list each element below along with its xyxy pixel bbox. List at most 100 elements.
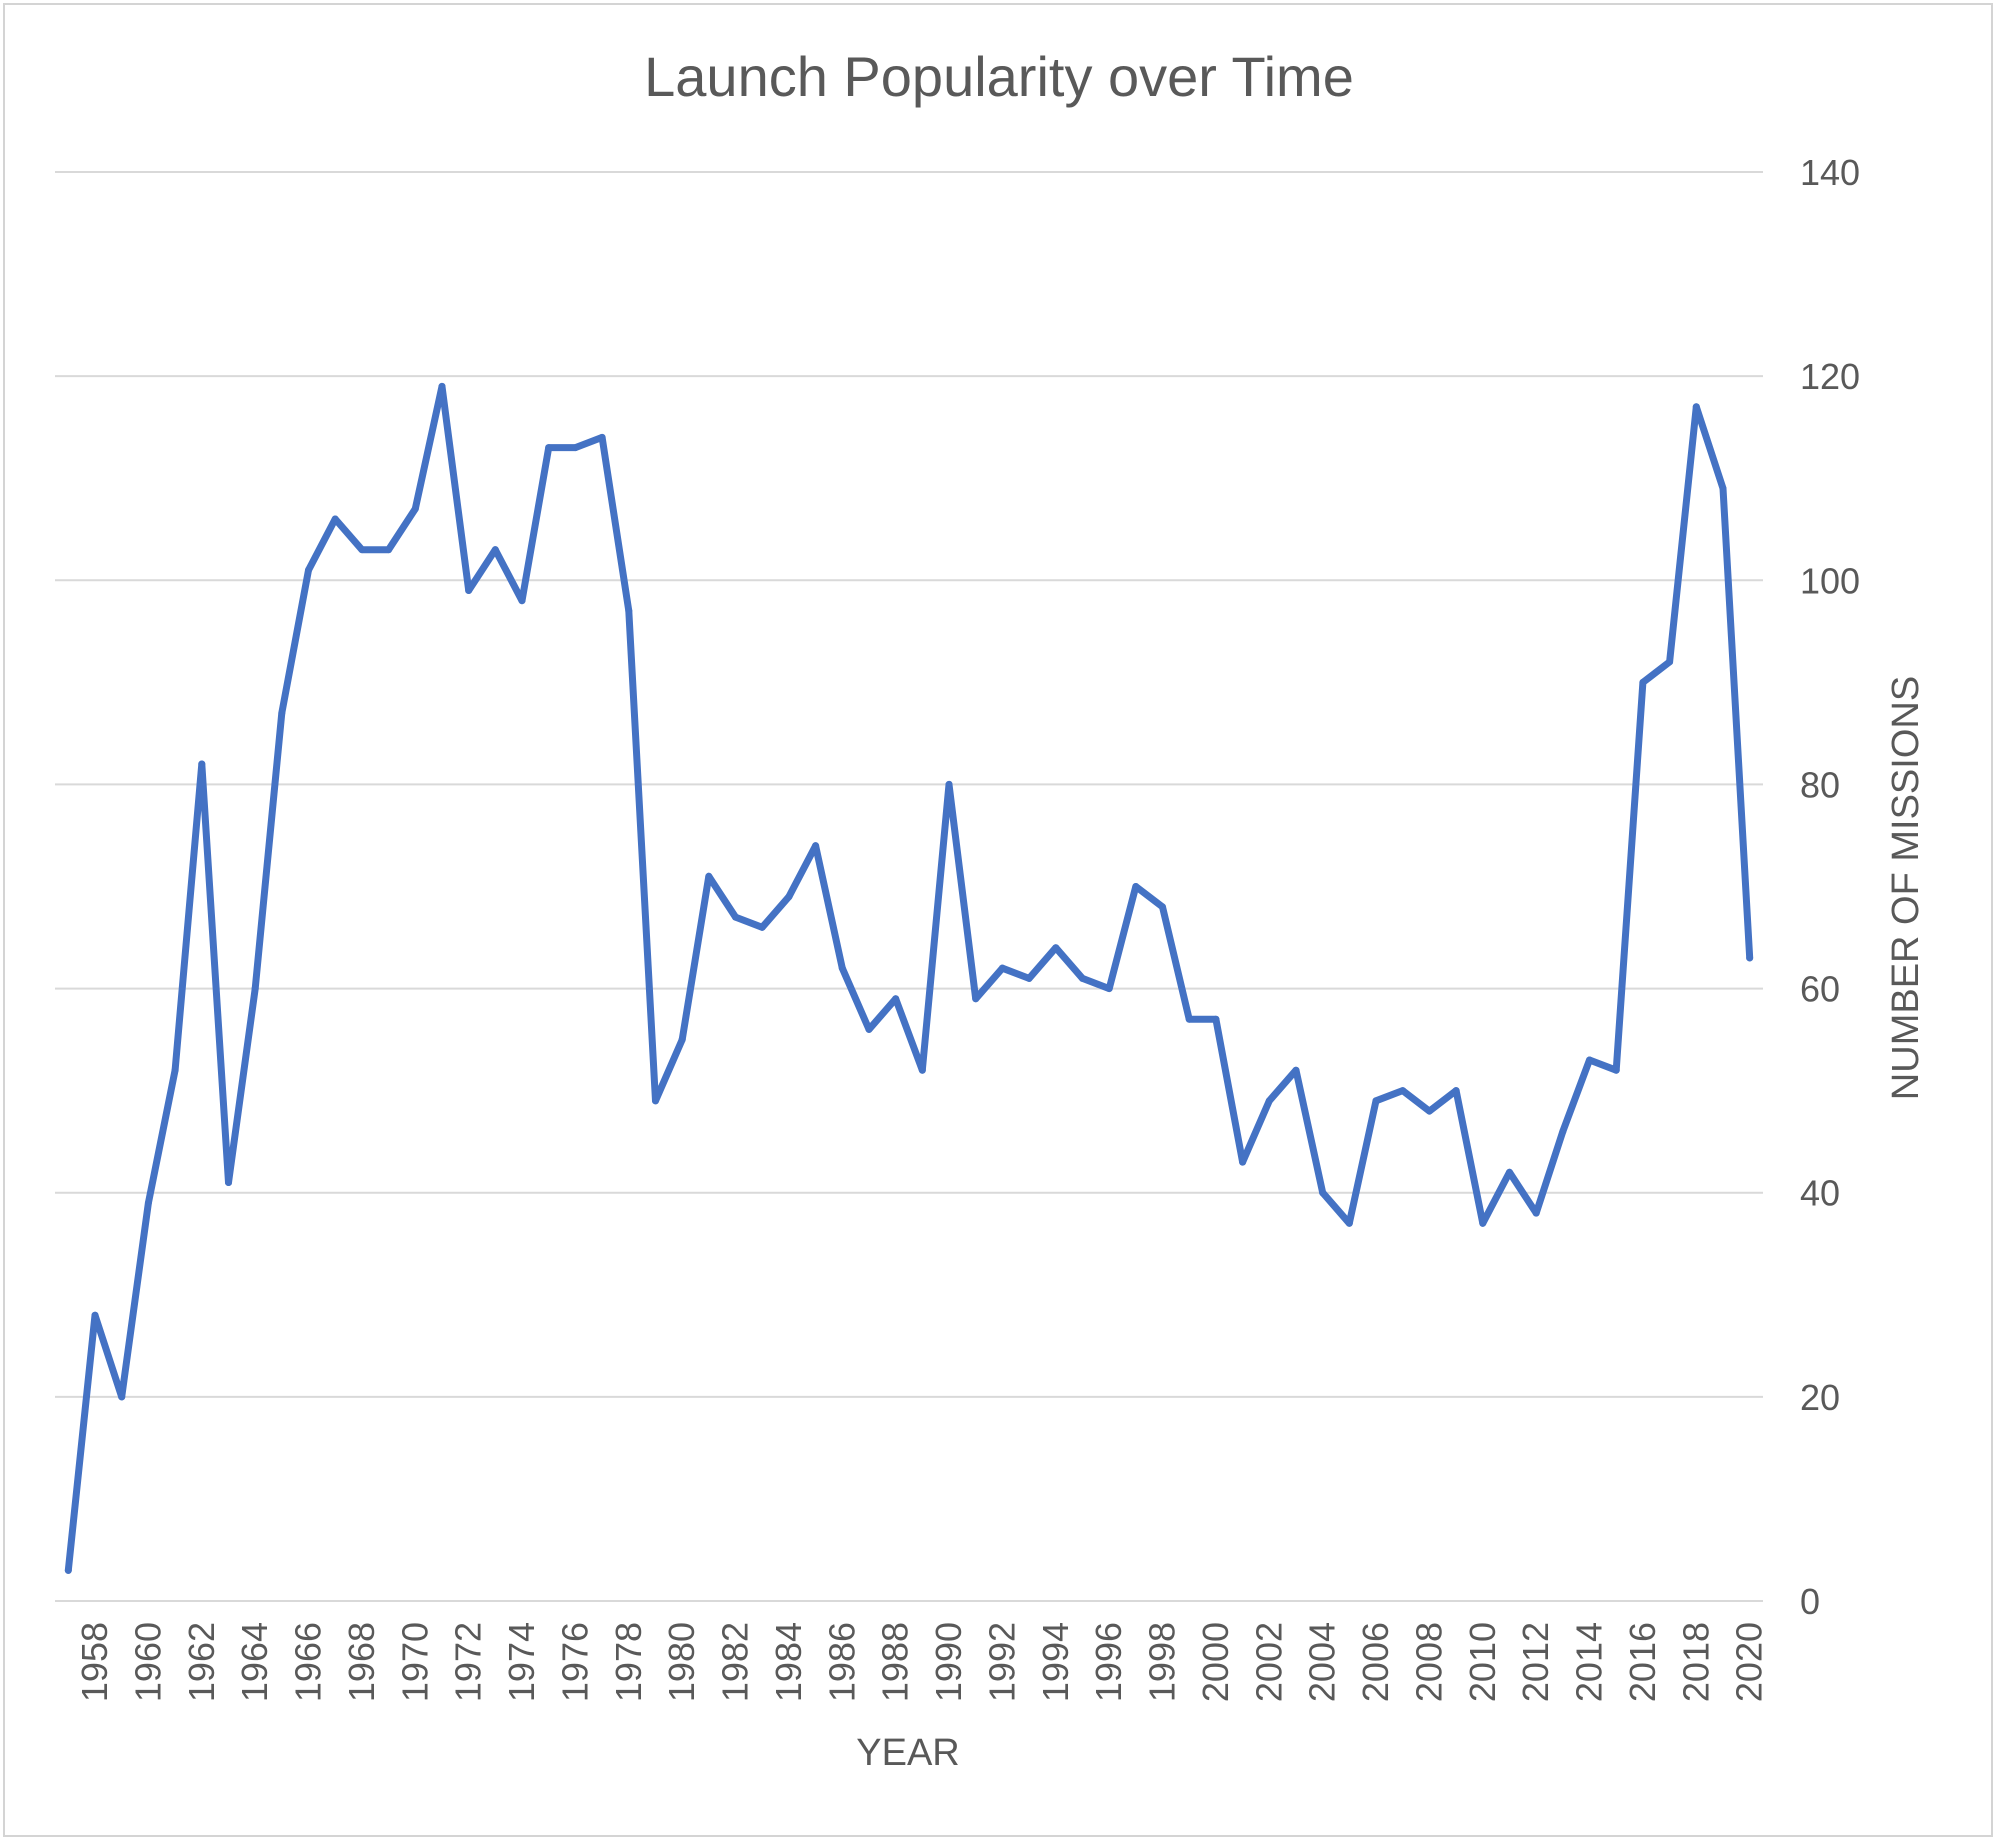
x-tick-label: 1998 bbox=[1142, 1622, 1183, 1702]
data-point bbox=[411, 505, 419, 513]
data-point bbox=[972, 995, 980, 1003]
x-tick-label: 1992 bbox=[981, 1622, 1022, 1702]
data-point bbox=[865, 1025, 873, 1033]
y-tick-label: 80 bbox=[1800, 764, 1840, 805]
data-point bbox=[1239, 1158, 1247, 1166]
data-point bbox=[892, 995, 900, 1003]
x-tick-label: 2010 bbox=[1462, 1622, 1503, 1702]
data-point bbox=[571, 444, 579, 452]
data-point bbox=[91, 1311, 99, 1319]
data-point bbox=[198, 760, 206, 768]
data-point bbox=[945, 780, 953, 788]
data-point bbox=[385, 546, 393, 554]
x-tick-label: 1968 bbox=[341, 1622, 382, 1702]
data-point bbox=[1185, 1015, 1193, 1023]
data-point bbox=[64, 1566, 72, 1574]
x-tick-label: 2002 bbox=[1248, 1622, 1289, 1702]
data-point bbox=[1505, 1168, 1513, 1176]
x-tick-label: 2012 bbox=[1515, 1622, 1556, 1702]
chart-title: Launch Popularity over Time bbox=[644, 45, 1354, 108]
x-tick-label: 2000 bbox=[1195, 1622, 1236, 1702]
y-tick-labels: 0 20 40 60 80 100 120 140 bbox=[1800, 152, 1860, 1622]
x-tick-label: 1980 bbox=[661, 1622, 702, 1702]
x-tick-label: 1972 bbox=[448, 1622, 489, 1702]
y-tick-label: 60 bbox=[1800, 969, 1840, 1010]
data-point bbox=[438, 382, 446, 390]
data-point bbox=[144, 1199, 152, 1207]
data-point bbox=[1372, 1097, 1380, 1105]
chart-frame bbox=[3, 3, 1993, 1837]
y-tick-label: 20 bbox=[1800, 1377, 1840, 1418]
data-point bbox=[705, 872, 713, 880]
y-tick-label: 120 bbox=[1800, 356, 1860, 397]
data-point bbox=[331, 515, 339, 523]
data-point bbox=[1639, 678, 1647, 686]
x-tick-label: 2016 bbox=[1622, 1622, 1663, 1702]
data-point bbox=[678, 1036, 686, 1044]
x-tick-label: 1996 bbox=[1088, 1622, 1129, 1702]
x-tick-label: 1962 bbox=[181, 1622, 222, 1702]
data-point bbox=[1265, 1097, 1273, 1105]
data-point bbox=[118, 1393, 126, 1401]
data-point bbox=[278, 709, 286, 717]
data-point bbox=[758, 923, 766, 931]
y-tick-label: 0 bbox=[1800, 1581, 1820, 1622]
data-point bbox=[358, 546, 366, 554]
x-tick-labels: 1958 1960 1962 1964 1966 1968 1970 1972 1974 1976… bbox=[74, 1622, 1770, 1702]
x-tick-label: 1986 bbox=[821, 1622, 862, 1702]
data-point bbox=[1719, 484, 1727, 492]
data-point bbox=[1666, 658, 1674, 666]
data-point bbox=[651, 1097, 659, 1105]
data-point bbox=[732, 913, 740, 921]
data-point bbox=[465, 586, 473, 594]
x-tick-label: 1964 bbox=[234, 1622, 275, 1702]
x-tick-label: 1988 bbox=[875, 1622, 916, 1702]
data-point bbox=[1479, 1219, 1487, 1227]
x-tick-label: 1958 bbox=[74, 1622, 115, 1702]
data-point bbox=[1212, 1015, 1220, 1023]
data-point bbox=[518, 597, 526, 605]
data-point bbox=[545, 444, 553, 452]
data-point bbox=[1159, 903, 1167, 911]
data-point bbox=[305, 566, 313, 574]
data-point bbox=[1399, 1087, 1407, 1095]
x-tick-label: 1960 bbox=[127, 1622, 168, 1702]
data-point bbox=[171, 1066, 179, 1074]
x-tick-label: 2020 bbox=[1729, 1622, 1770, 1702]
data-point bbox=[1105, 985, 1113, 993]
data-point bbox=[1078, 974, 1086, 982]
x-tick-label: 2014 bbox=[1569, 1622, 1610, 1702]
data-point bbox=[1425, 1107, 1433, 1115]
data-point bbox=[224, 1179, 232, 1187]
x-tick-label: 1990 bbox=[928, 1622, 969, 1702]
data-point bbox=[918, 1066, 926, 1074]
x-tick-label: 1994 bbox=[1035, 1622, 1076, 1702]
series-layer bbox=[64, 382, 1754, 1574]
data-point bbox=[812, 842, 820, 850]
x-tick-label: 2004 bbox=[1302, 1622, 1343, 1702]
data-point bbox=[838, 964, 846, 972]
data-point bbox=[1746, 954, 1754, 962]
data-point bbox=[1452, 1087, 1460, 1095]
gridlines bbox=[55, 171, 1763, 1602]
x-tick-label: 2008 bbox=[1408, 1622, 1449, 1702]
data-point bbox=[1292, 1066, 1300, 1074]
x-tick-label: 1976 bbox=[554, 1622, 595, 1702]
data-point bbox=[998, 964, 1006, 972]
y-tick-label: 140 bbox=[1800, 152, 1860, 193]
data-point bbox=[1532, 1209, 1540, 1217]
y-tick-label: 40 bbox=[1800, 1173, 1840, 1214]
data-point bbox=[491, 546, 499, 554]
data-point bbox=[1319, 1189, 1327, 1197]
data-point bbox=[625, 607, 633, 615]
x-tick-label: 1982 bbox=[715, 1622, 756, 1702]
x-tick-label: 1984 bbox=[768, 1622, 809, 1702]
y-tick-label: 100 bbox=[1800, 560, 1860, 601]
x-tick-label: 1978 bbox=[608, 1622, 649, 1702]
data-point bbox=[785, 893, 793, 901]
data-point bbox=[598, 433, 606, 441]
x-tick-label: 1970 bbox=[394, 1622, 435, 1702]
data-point bbox=[1692, 403, 1700, 411]
data-point bbox=[1132, 883, 1140, 890]
x-tick-label: 1974 bbox=[501, 1622, 542, 1702]
